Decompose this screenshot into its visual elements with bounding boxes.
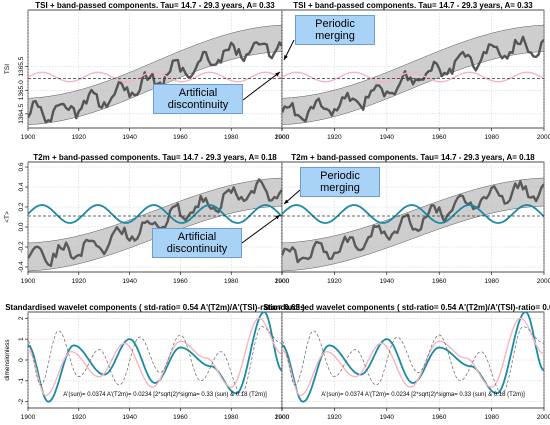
tsi-left-xtick-label: 1940 bbox=[122, 134, 137, 141]
wavelet-right-title: Standardised wavelet components ( std-ra… bbox=[263, 303, 550, 312]
t2m-right-xtick-label: 1960 bbox=[432, 278, 447, 285]
t2m-left-ylabel: <T> bbox=[4, 211, 11, 223]
wavelet-left-title: Standardised wavelet components ( std-ra… bbox=[5, 303, 305, 312]
t2m-right-series-observed bbox=[282, 180, 544, 264]
tsi-left-ytick-label: 1365.5 bbox=[18, 56, 25, 76]
tsi-left-ylabel: TSI bbox=[4, 64, 11, 74]
t2m-right-xtick-label: 1980 bbox=[484, 278, 499, 285]
wavelet-left-xtick-label: 1920 bbox=[72, 414, 87, 421]
tsi-left-ytick-label: 1364.5 bbox=[18, 104, 25, 124]
wavelet-right-xtick-label: 1900 bbox=[275, 414, 290, 421]
tsi-right-xtick-label: 1920 bbox=[327, 134, 342, 141]
wavelet-left-xtick-label: 1900 bbox=[21, 414, 36, 421]
t2m-right-confidence-band bbox=[282, 177, 544, 272]
wavelet-left-xtick-label: 1940 bbox=[122, 414, 137, 421]
wavelet-left-series-tsi bbox=[28, 317, 282, 397]
wavelet-right-xtick-label: 1920 bbox=[327, 414, 342, 421]
wavelet-right-series-t2m bbox=[282, 312, 544, 403]
arrow-artificial-discontinuity-top-head bbox=[275, 72, 280, 77]
t2m-left-ytick-label: 0.6 bbox=[18, 162, 25, 171]
callout-periodic-merging-middle: Periodic merging bbox=[300, 167, 380, 197]
wavelet-left-ytick-label: 0 bbox=[18, 358, 25, 362]
t2m-right-xtick-label: 1940 bbox=[380, 278, 395, 285]
tsi-left-xtick-label: 1960 bbox=[173, 134, 188, 141]
t2m-left-ytick-label: -0.2 bbox=[18, 241, 25, 253]
tsi-right-title: TSI + band-passed components. Tau= 14.7 … bbox=[293, 1, 533, 10]
wavelet-left-ytick-label: 1 bbox=[18, 337, 25, 341]
tsi-left-ytick-label: 1365.0 bbox=[18, 80, 25, 100]
t2m-left-xtick-label: 1960 bbox=[173, 278, 188, 285]
t2m-right-title: T2m + band-passed components. Tau= 14.7 … bbox=[291, 153, 535, 162]
t2m-left-xtick-label: 1980 bbox=[224, 278, 239, 285]
tsi-left-series-band-passed bbox=[28, 71, 282, 83]
t2m-left-ytick-label: 0.0 bbox=[18, 222, 25, 231]
wavelet-left-xtick-label: 1980 bbox=[224, 414, 239, 421]
t2m-right-xtick-label: 1900 bbox=[275, 278, 290, 285]
wavelet-left-xtick-label: 1960 bbox=[173, 414, 188, 421]
tsi-right-series-band-passed bbox=[282, 71, 544, 83]
tsi-left-xtick-label: 2000 bbox=[275, 134, 290, 141]
tsi-right-xtick-label: 1980 bbox=[484, 134, 499, 141]
tsi-right-xtick-label: 2000 bbox=[537, 134, 550, 141]
wavelet-left-annotation: A'(sun)= 0.0374 A'(T2m)= 0.0234 [2*sqrt(… bbox=[63, 392, 267, 398]
tsi-right-xtick-label: 1940 bbox=[380, 134, 395, 141]
t2m-right-xtick-label: 2000 bbox=[537, 278, 550, 285]
wavelet-left-ytick-label: -1 bbox=[18, 378, 25, 384]
tsi-left-xtick-label: 1920 bbox=[72, 134, 87, 141]
wavelet-right-xtick-label: 2000 bbox=[537, 414, 550, 421]
callout-artificial-discontinuity-top: Artificial discontinuity bbox=[153, 84, 243, 114]
callout-periodic-merging-top: Periodic merging bbox=[295, 15, 375, 45]
t2m-left-xtick-label: 2000 bbox=[275, 278, 290, 285]
t2m-right-xtick-label: 1920 bbox=[327, 278, 342, 285]
wavelet-left-xtick-label: 2000 bbox=[275, 414, 290, 421]
wavelet-left-ytick-label: -2 bbox=[18, 398, 25, 404]
wavelet-left-series-t2m bbox=[28, 312, 282, 403]
arrow-periodic-merging-middle-head bbox=[284, 199, 289, 204]
wavelet-right-xtick-label: 1980 bbox=[484, 414, 499, 421]
t2m-left-xtick-label: 1920 bbox=[72, 278, 87, 285]
arrow-artificial-discontinuity-middle bbox=[241, 214, 281, 244]
t2m-left-series-observed bbox=[28, 178, 282, 267]
wavelet-left-ylabel: dimensionless bbox=[4, 339, 11, 381]
t2m-right-series-band-passed bbox=[282, 204, 544, 224]
t2m-left-series-band-passed bbox=[28, 204, 282, 224]
wavelet-left-series-component bbox=[28, 326, 282, 394]
callout-artificial-discontinuity-middle: Artificial discontinuity bbox=[152, 228, 242, 258]
tsi-right-xtick-label: 1960 bbox=[432, 134, 447, 141]
arrow-artificial-discontinuity-middle-head bbox=[275, 215, 280, 220]
tsi-right-xtick-label: 1900 bbox=[275, 134, 290, 141]
t2m-left-title: T2m + band-passed components. Tau= 14.7 … bbox=[33, 153, 277, 162]
wavelet-right-series-component bbox=[282, 326, 544, 394]
tsi-left-xtick-label: 1900 bbox=[21, 134, 36, 141]
tsi-left-xtick-label: 1980 bbox=[224, 134, 239, 141]
wavelet-right-annotation: A'(sun)= 0.0374 A'(T2m)= 0.0234 [2*sqrt(… bbox=[321, 392, 525, 398]
t2m-left-xtick-label: 1900 bbox=[21, 278, 36, 285]
arrow-artificial-discontinuity-top bbox=[242, 71, 281, 101]
wavelet-right-series-tsi bbox=[282, 317, 544, 397]
wavelet-left-ytick-label: 2 bbox=[18, 316, 25, 320]
arrow-periodic-merging-top-head bbox=[284, 55, 288, 60]
tsi-left-title: TSI + band-passed components. Tau= 14.7 … bbox=[35, 1, 275, 10]
t2m-left-ytick-label: 0.4 bbox=[18, 182, 25, 191]
wavelet-right-xtick-label: 1940 bbox=[380, 414, 395, 421]
tsi-right-series-observed bbox=[282, 35, 544, 123]
wavelet-right-xtick-label: 1960 bbox=[432, 414, 447, 421]
t2m-left-xtick-label: 1940 bbox=[122, 278, 137, 285]
t2m-left-ytick-label: 0.2 bbox=[18, 202, 25, 211]
t2m-left-ytick-label: -0.4 bbox=[18, 261, 25, 273]
